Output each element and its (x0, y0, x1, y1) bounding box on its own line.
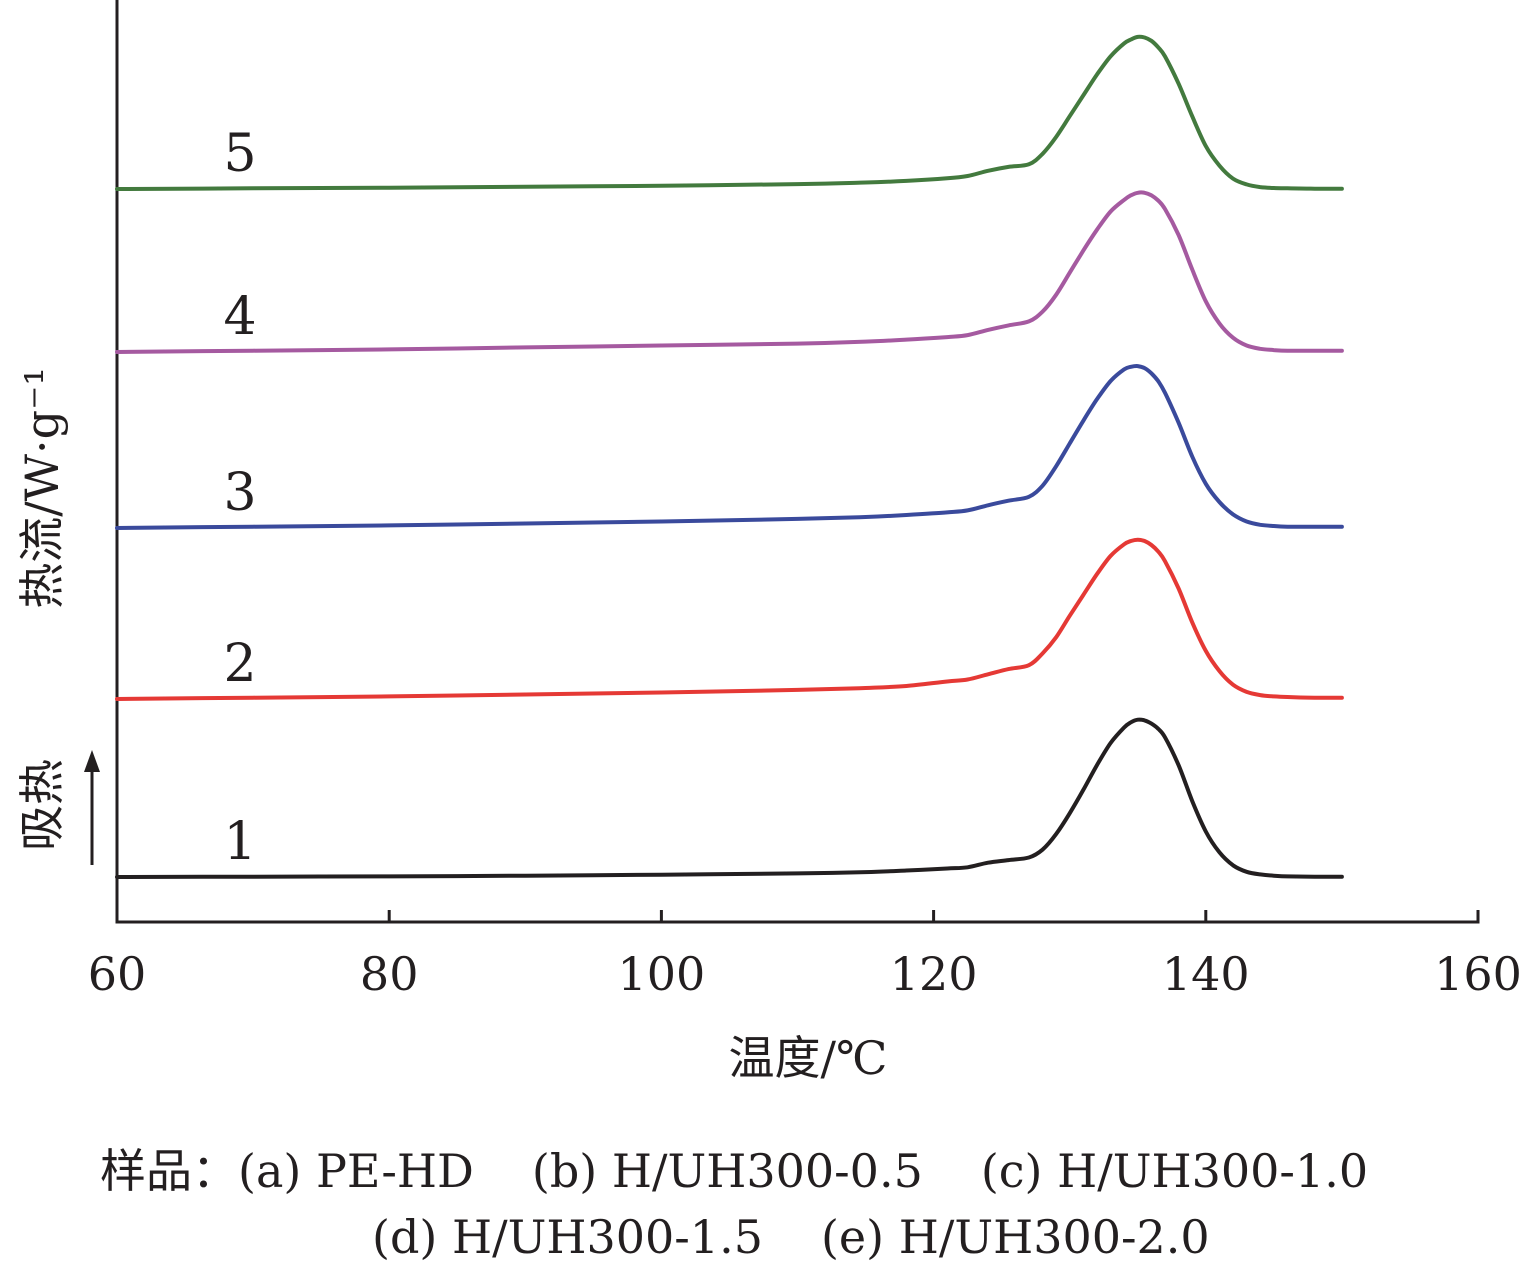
series-line-4 (115, 190, 1344, 354)
endotherm-arrow-icon (84, 750, 100, 865)
x-tick-label: 160 (1434, 947, 1522, 1001)
series-line-3 (115, 364, 1344, 530)
caption-sample-e: (e) H/UH300-2.0 (820, 1210, 1210, 1264)
chart-axes (115, 0, 1480, 924)
caption-sample-d: (d) H/UH300-1.5 (372, 1210, 763, 1264)
chart-series (115, 34, 1344, 879)
x-tick-label: 60 (88, 947, 147, 1001)
series-label-5: 5 (223, 124, 256, 184)
caption-sample-b: (b) H/UH300-0.5 (531, 1144, 923, 1198)
caption-line-2: (d) H/UH300-1.5 (e) H/UH300-2.0 (372, 1204, 1210, 1270)
caption-sample-c: (c) H/UH300-1.0 (980, 1144, 1369, 1198)
x-tick-label: 120 (890, 947, 978, 1001)
x-tick-label: 100 (617, 947, 705, 1001)
endotherm-label: 吸热 (15, 759, 69, 851)
x-axis-ticks: 60 80 100 120 140 160 (88, 910, 1522, 1001)
series-label-3: 3 (223, 463, 256, 523)
series-label-1: 1 (223, 812, 256, 872)
y-axis-title: 热流/W·g⁻¹ (15, 367, 69, 609)
x-tick-label: 80 (360, 947, 419, 1001)
series-labels: 1 2 3 4 5 (223, 124, 256, 872)
dsc-chart: 60 80 100 120 140 160 1 2 3 4 5 温度/℃ 热流/W·g⁻¹ 吸热 (15, 0, 1522, 1085)
series-line-5 (115, 34, 1344, 191)
caption-sample-a: 样品：(a) PE-HD (100, 1144, 474, 1198)
series-line-1 (115, 717, 1344, 879)
series-line-2 (115, 537, 1344, 701)
caption-line-1: 样品：(a) PE-HD (b) H/UH300-0.5 (c) H/UH300-1… (100, 1138, 1368, 1204)
x-tick-label: 140 (1162, 947, 1250, 1001)
series-label-4: 4 (223, 287, 256, 347)
x-axis-title: 温度/℃ (729, 1031, 888, 1085)
series-label-2: 2 (223, 634, 256, 694)
